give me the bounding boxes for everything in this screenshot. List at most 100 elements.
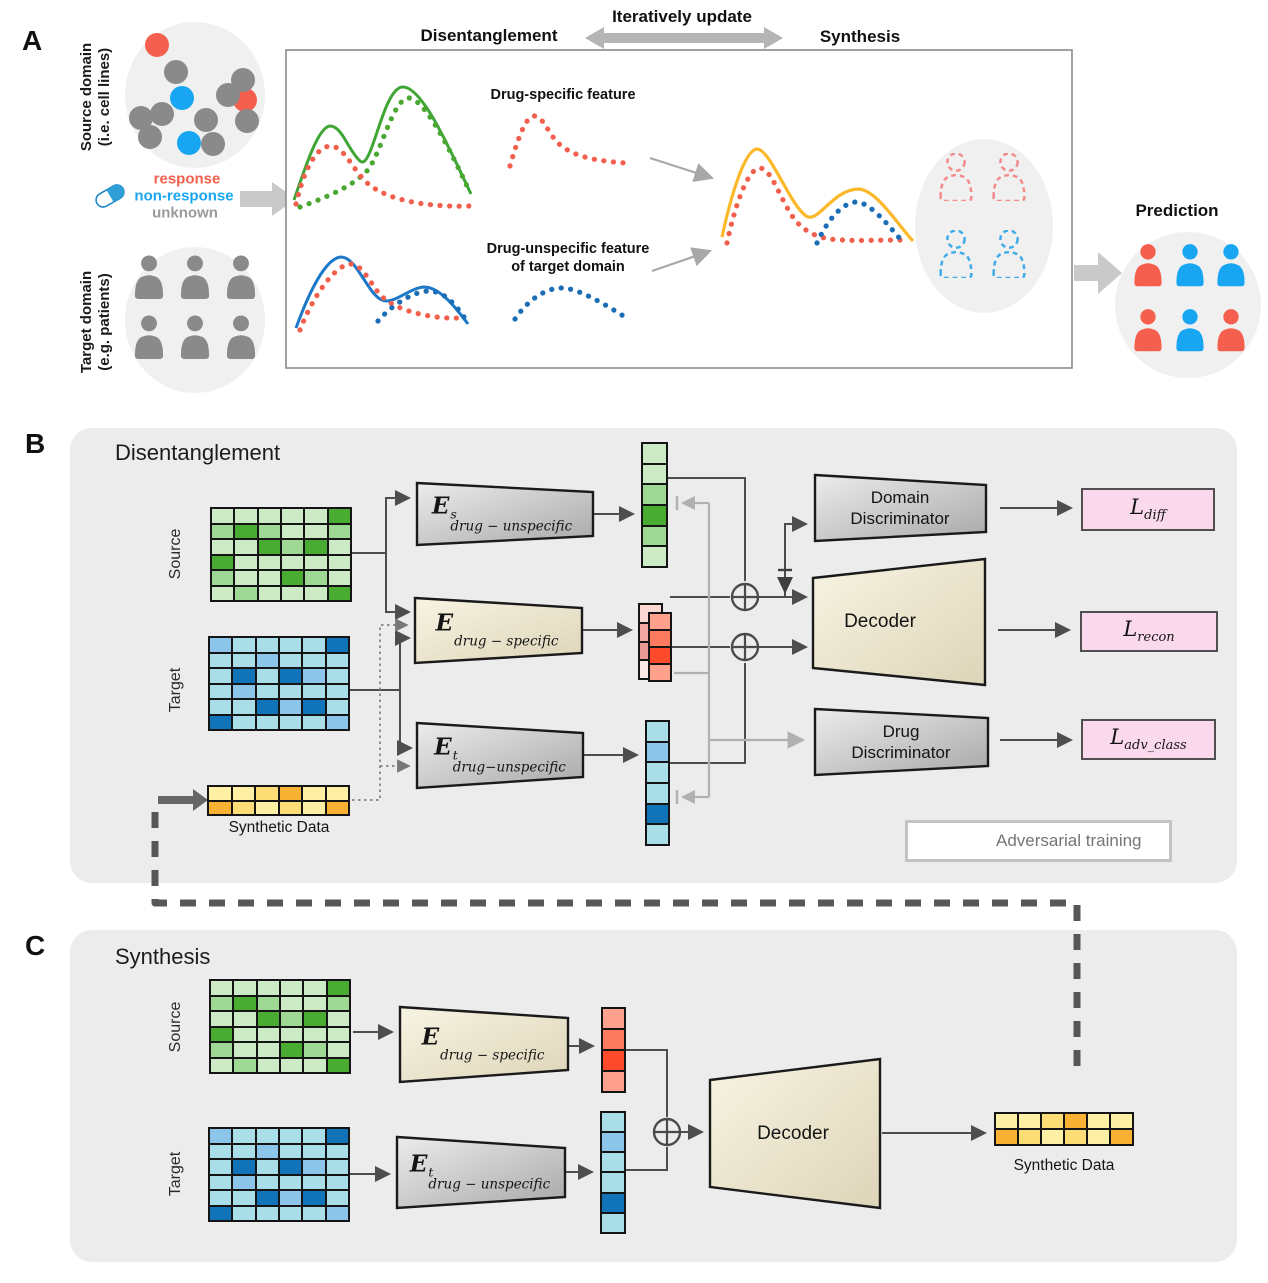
synthetic-data-label-b: Synthetic Data — [228, 819, 330, 836]
matrix-cell — [212, 509, 234, 523]
matrix-cell — [280, 669, 302, 683]
adversarial-training-legend: Adversarial training — [905, 820, 1172, 862]
matrix-cell — [643, 485, 666, 504]
matrix-cell — [650, 648, 670, 663]
matrix-cell — [234, 1043, 256, 1057]
matrix-cell — [603, 1072, 624, 1091]
matrix-cell — [996, 1114, 1017, 1128]
iteratively-update-label: Iteratively update — [612, 7, 752, 26]
matrix-cell — [643, 444, 666, 463]
synthetic-matrix-c — [994, 1112, 1134, 1146]
target-matrix-c — [208, 1127, 350, 1222]
matrix-cell — [602, 1133, 624, 1152]
matrix-cell — [1065, 1114, 1086, 1128]
domain-discriminator-shape — [813, 473, 988, 543]
matrix-cell — [280, 1144, 302, 1158]
matrix-cell — [602, 1193, 624, 1212]
matrix-cell — [257, 1058, 279, 1072]
drug-discriminator-label: Drug Discriminator — [851, 721, 951, 762]
matrix-cell — [281, 1027, 303, 1041]
source-domain-label: Source domain (i.e. cell lines) — [78, 42, 113, 152]
sum-operators — [730, 582, 760, 662]
encoder-target-unspecific — [415, 721, 585, 790]
loss-diff-box: Ldiff — [1081, 488, 1215, 531]
matrix-cell — [603, 1051, 624, 1070]
synthesized-curves — [720, 147, 915, 246]
loss-recon-box: Lrecon — [1080, 611, 1218, 652]
iteratively-update-arrow — [585, 27, 783, 49]
matrix-cell — [212, 586, 234, 600]
matrix-cell — [211, 1027, 233, 1041]
matrix-cell — [305, 555, 327, 569]
matrix-cell — [1111, 1114, 1132, 1128]
encoder-drug-specific-c — [398, 1005, 570, 1084]
matrix-cell — [210, 669, 232, 683]
matrix-cell — [647, 825, 668, 844]
matrix-cell — [211, 981, 233, 995]
matrix-cell — [233, 1144, 255, 1158]
matrix-cell — [279, 801, 301, 814]
matrix-cell — [256, 1191, 278, 1205]
matrix-cell — [327, 981, 349, 995]
target-domain-label: Target domain (e.g. patients) — [78, 270, 113, 374]
matrix-cell — [1042, 1114, 1063, 1128]
matrix-cell — [233, 1129, 255, 1143]
synthetic-feedback-arrow — [158, 789, 208, 811]
matrix-cell — [233, 700, 255, 714]
target-distribution-curves — [294, 255, 470, 333]
matrix-cell — [234, 996, 256, 1010]
matrix-cell — [303, 1206, 325, 1220]
matrix-cell — [256, 638, 278, 652]
matrix-cell — [650, 665, 670, 680]
source-unspecific-vector — [641, 442, 668, 568]
source-matrix-c — [209, 979, 351, 1074]
matrix-cell — [328, 555, 350, 569]
panel-b-letter: B — [25, 428, 46, 459]
target-unspecific-vector — [645, 720, 670, 846]
target-matrix-label-c: Target — [167, 1151, 184, 1197]
matrix-cell — [303, 715, 325, 729]
matrix-cell — [643, 464, 666, 484]
panel-a-letter: A — [22, 25, 43, 56]
target-matrix-b — [208, 636, 350, 731]
adversarial-arrowheads — [675, 496, 695, 804]
matrix-cell — [258, 509, 280, 523]
encoder-source-unspecific — [415, 481, 595, 547]
matrix-cell — [326, 653, 348, 667]
matrix-cell — [303, 1160, 325, 1174]
matrix-cell — [234, 1012, 256, 1026]
matrix-cell — [235, 586, 257, 600]
matrix-cell — [1019, 1130, 1040, 1144]
matrix-cell — [256, 1175, 278, 1189]
matrix-cell — [210, 1144, 232, 1158]
matrix-cell — [327, 996, 349, 1010]
matrix-cell — [232, 787, 254, 800]
matrix-cell — [210, 700, 232, 714]
matrix-cell — [303, 700, 325, 714]
matrix-cell — [282, 540, 304, 554]
matrix-cell — [305, 540, 327, 554]
decoder-label-c: Decoder — [757, 1123, 829, 1145]
flow-arrow-to-prediction — [1074, 252, 1122, 294]
matrix-cell — [210, 715, 232, 729]
matrix-cell — [602, 1213, 624, 1232]
matrix-cell — [234, 1058, 256, 1072]
matrix-cell — [210, 684, 232, 698]
matrix-cell — [210, 1129, 232, 1143]
matrix-cell — [281, 1043, 303, 1057]
matrix-cell — [280, 1191, 302, 1205]
matrix-cell — [233, 638, 255, 652]
source-distribution-curves — [292, 85, 473, 210]
matrix-cell — [234, 981, 256, 995]
matrix-cell — [258, 524, 280, 538]
matrix-cell — [327, 1058, 349, 1072]
matrix-cell — [258, 555, 280, 569]
matrix-cell — [328, 540, 350, 554]
matrix-cell — [280, 1206, 302, 1220]
matrix-cell — [258, 586, 280, 600]
matrix-cell — [327, 1012, 349, 1026]
